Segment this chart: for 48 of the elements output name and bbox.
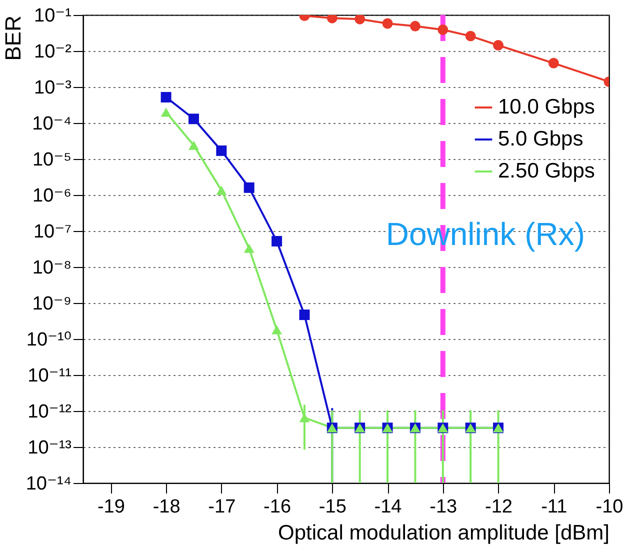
x-tick-label: -12: [485, 496, 512, 518]
point: [188, 140, 199, 150]
y-tick-label: 10⁻⁷: [33, 222, 72, 242]
point: [493, 40, 504, 51]
x-tick-label: -13: [430, 496, 458, 518]
point: [548, 58, 559, 68]
y-tick-label: 10⁻⁵: [32, 150, 72, 170]
point: [188, 114, 199, 124]
point: [160, 92, 172, 102]
y-tick-label: 10⁻⁹: [32, 294, 72, 314]
point: [244, 182, 254, 193]
point: [160, 108, 172, 117]
y-tick-label: 10⁻²: [34, 42, 72, 62]
x-tick-label: -17: [208, 496, 236, 518]
x-tick-label: -19: [97, 496, 125, 518]
y-tick-label: 10⁻¹⁰: [26, 330, 72, 350]
x-tick-label: -16: [264, 496, 292, 518]
y-tick-label: 10⁻¹¹: [28, 366, 72, 386]
point: [354, 15, 366, 24]
y-tick-label: 10⁻¹³: [28, 438, 72, 458]
point: [216, 186, 227, 195]
x-tick-label: -18: [152, 496, 180, 518]
x-tick-label: -15: [318, 496, 346, 518]
x-axis-title: Optical modulation amplitude [dBm]: [278, 522, 610, 544]
y-tick-label: 10⁻¹²: [28, 402, 72, 422]
point: [438, 24, 448, 35]
point: [299, 310, 310, 320]
legend-label: 10.0 Gbps: [498, 96, 595, 118]
y-tick-label: 10⁻⁸: [32, 258, 72, 278]
legend-label: 2.50 Gbps: [498, 160, 595, 182]
point: [244, 244, 254, 253]
point: [299, 413, 310, 422]
point: [216, 145, 227, 156]
x-tick-label: -10: [596, 496, 624, 518]
y-axis-title: BER: [0, 16, 26, 61]
point: [465, 30, 476, 42]
point: [410, 20, 420, 32]
point: [272, 325, 282, 334]
y-tick-label: 10⁻⁴: [32, 114, 72, 134]
x-tick-label: -14: [374, 496, 402, 518]
x-tick-label: -11: [541, 496, 568, 518]
point: [382, 18, 393, 29]
legend-label: 5.0 Gbps: [498, 128, 584, 150]
y-tick-label: 10⁻⁶: [32, 186, 72, 206]
y-tick-label: 10⁻³: [34, 78, 72, 98]
y-tick-label: 10⁻¹⁴: [26, 474, 72, 494]
point: [272, 236, 282, 246]
y-tick-label: 10⁻¹: [34, 6, 72, 26]
